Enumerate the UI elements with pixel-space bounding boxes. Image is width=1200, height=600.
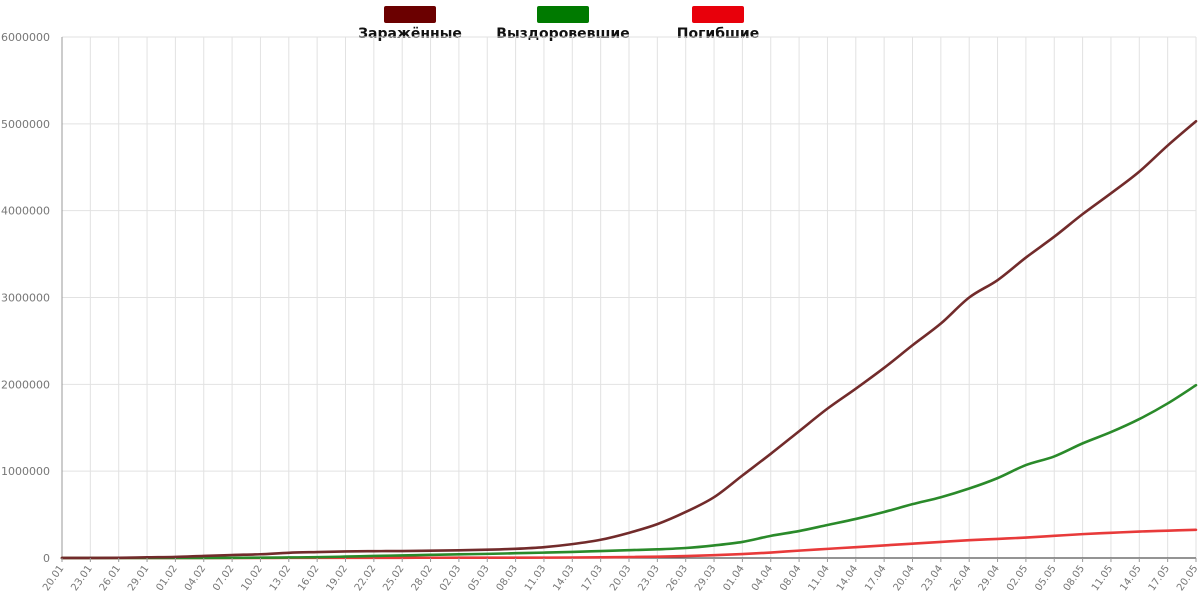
x-tick-label: 14.03 <box>551 563 576 593</box>
legend: Заражённые Выздоровевшие Погибшие <box>0 6 1200 46</box>
x-tick-label: 04.02 <box>183 563 208 593</box>
y-tick-label: 6000000 <box>1 31 50 44</box>
x-tick-label: 23.03 <box>636 563 661 593</box>
series-lines <box>60 119 1198 560</box>
x-tick-label: 20.04 <box>892 563 917 593</box>
x-tick-label: 02.05 <box>1005 563 1030 593</box>
y-tick-labels: 0 1000000 2000000 3000000 4000000 5000000 6000… <box>1 31 50 565</box>
x-tick-label: 10.02 <box>239 563 264 593</box>
y-tick-label: 4000000 <box>1 205 50 218</box>
y-tick-label: 3000000 <box>1 292 50 305</box>
x-tick-label: 29.03 <box>693 563 718 593</box>
x-tick-label: 02.03 <box>438 563 463 593</box>
x-tick-label: 08.03 <box>495 563 520 593</box>
legend-item-deaths[interactable]: Погибшие <box>638 6 798 42</box>
x-tick-label: 05.05 <box>1033 563 1058 593</box>
x-tick-label: 19.02 <box>325 563 350 593</box>
x-tick-label: 11.03 <box>523 563 548 593</box>
legend-item-recovered[interactable]: Выздоровевшие <box>483 6 643 42</box>
legend-item-infected[interactable]: Заражённые <box>330 6 490 42</box>
legend-swatch-deaths <box>692 6 744 23</box>
series-line-infected[interactable] <box>60 119 1198 560</box>
x-tick-label: 29.01 <box>126 563 151 593</box>
x-tick-label: 16.02 <box>296 563 321 593</box>
x-tick-label: 08.04 <box>778 563 803 593</box>
x-tick-label: 25.02 <box>381 563 406 593</box>
x-tick-labels: 20.01 23.01 26.01 29.01 01.02 04.02 07.02 10.02… <box>41 558 1200 593</box>
x-tick-label: 23.01 <box>69 563 94 593</box>
x-tick-label: 11.05 <box>1090 563 1115 593</box>
legend-label-deaths: Погибшие <box>676 26 760 42</box>
x-tick-label: 17.04 <box>863 563 888 593</box>
x-tick-label: 11.04 <box>806 563 831 593</box>
x-tick-label: 20.05 <box>1175 563 1200 593</box>
x-tick-label: 29.04 <box>977 563 1002 593</box>
x-tick-label: 26.03 <box>665 563 690 593</box>
legend-label-infected: Заражённые <box>358 26 462 42</box>
x-tick-label: 20.01 <box>41 563 66 593</box>
legend-label-recovered: Выздоровевшие <box>496 26 630 42</box>
y-tick-label: 2000000 <box>1 378 50 391</box>
x-tick-label: 20.03 <box>608 563 633 593</box>
y-tick-label: 1000000 <box>1 465 50 478</box>
x-tick-label: 23.04 <box>920 563 945 593</box>
legend-swatch-recovered <box>537 6 589 23</box>
x-tick-label: 26.01 <box>98 563 123 593</box>
y-tick-label: 0 <box>43 552 50 565</box>
y-tick-label: 5000000 <box>1 118 50 131</box>
legend-swatch-infected <box>384 6 436 23</box>
series-line-recovered[interactable] <box>60 383 1198 560</box>
x-tick-label: 22.02 <box>353 563 378 593</box>
x-tick-label: 01.04 <box>721 563 746 593</box>
x-tick-label: 14.04 <box>835 563 860 593</box>
x-tick-label: 17.03 <box>580 563 605 593</box>
x-tick-label: 28.02 <box>410 563 435 593</box>
x-tick-label: 17.05 <box>1147 563 1172 593</box>
x-tick-label: 07.02 <box>211 563 236 593</box>
x-tick-label: 04.04 <box>750 563 775 593</box>
x-tick-label: 26.04 <box>948 563 973 593</box>
x-tick-label: 08.05 <box>1062 563 1087 593</box>
x-tick-label: 14.05 <box>1118 563 1143 593</box>
grid <box>61 36 1197 559</box>
x-tick-label: 01.02 <box>154 563 179 593</box>
x-tick-label: 05.03 <box>466 563 491 593</box>
x-tick-label: 13.02 <box>268 563 293 593</box>
